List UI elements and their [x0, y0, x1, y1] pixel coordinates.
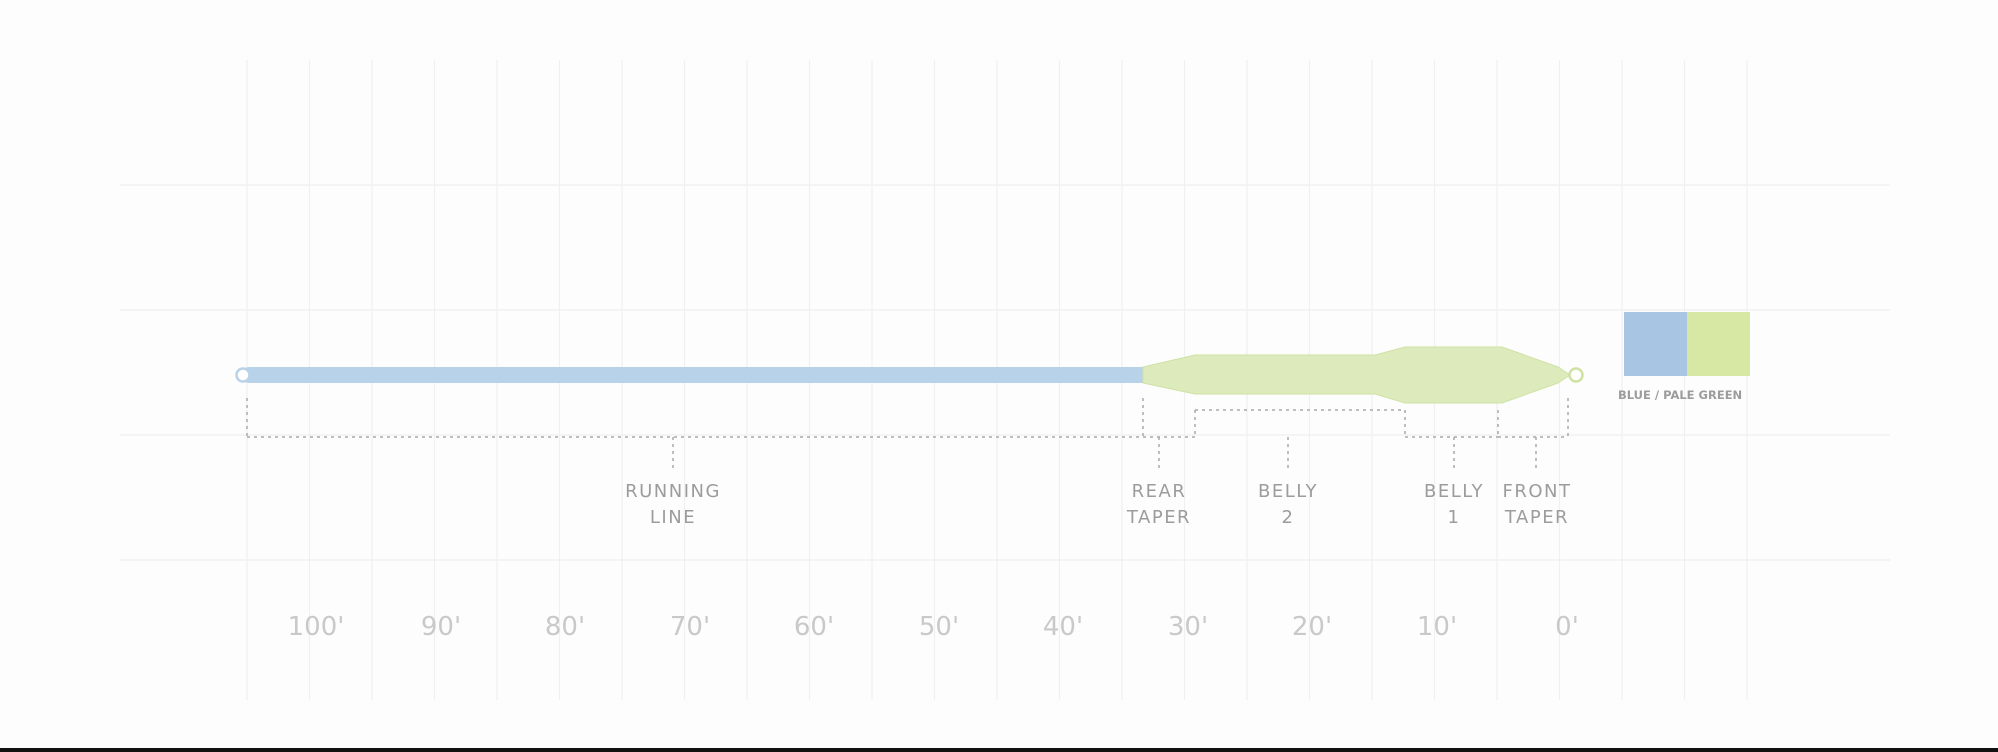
segment-label-belly-1: BELLY 1	[1424, 481, 1484, 528]
segment-label-belly-2: BELLY 2	[1258, 481, 1318, 528]
ruler-label: 40'	[1042, 612, 1084, 642]
ruler-label: 80'	[544, 612, 586, 642]
ruler-label: 90'	[420, 612, 462, 642]
ruler-label: 30'	[1167, 612, 1209, 642]
segment-brackets	[246, 398, 1569, 470]
ruler-label: 50'	[918, 612, 960, 642]
ruler-label: 100'	[287, 612, 345, 642]
ruler-label: 10'	[1416, 612, 1458, 642]
swatch-label: BLUE / PALE GREEN	[1618, 388, 1743, 402]
fly-line	[235, 346, 1584, 404]
front-loop	[1568, 367, 1584, 383]
segment-label-front-taper: FRONT TAPER	[1502, 481, 1572, 528]
bottom-border	[0, 748, 1998, 752]
rear-loop	[235, 367, 251, 383]
swatch-blue	[1624, 312, 1687, 376]
color-swatch	[1624, 312, 1750, 376]
ruler-label: 0'	[1555, 612, 1579, 642]
swatch-pale-green	[1687, 312, 1750, 376]
running-line	[243, 367, 1148, 383]
line-head	[1142, 346, 1571, 404]
segment-label-running-line: RUNNING LINE	[625, 481, 721, 528]
ruler-label: 70'	[669, 612, 711, 642]
ruler-label: 60'	[793, 612, 835, 642]
ruler-label: 20'	[1291, 612, 1333, 642]
segment-label-rear-taper: REAR TAPER	[1126, 481, 1192, 528]
